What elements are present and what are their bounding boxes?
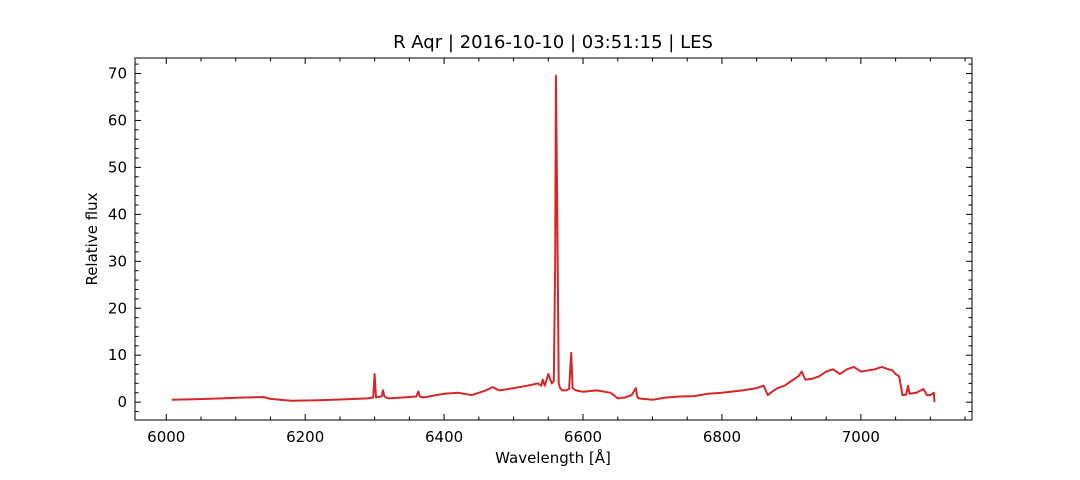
x-tick-label: 6400	[425, 428, 463, 446]
x-tick-label: 6200	[286, 428, 324, 446]
y-tick-label: 40	[108, 205, 127, 223]
series-layer	[171, 74, 936, 403]
x-tick-label: 6800	[703, 428, 741, 446]
y-tick-label: 0	[117, 393, 127, 411]
x-tick-label: 6600	[564, 428, 602, 446]
y-tick-label: 20	[108, 299, 127, 317]
x-tick-label: 6000	[147, 428, 185, 446]
y-axis-ticks: 0 10 20 30 40 50 60 70	[108, 63, 972, 413]
y-tick-label: 70	[108, 64, 127, 82]
y-axis-label: Relative flux	[83, 192, 101, 285]
chart-title: R Aqr | 2016-10-10 | 03:51:15 | LES	[393, 32, 713, 53]
x-axis-label: Wavelength [Å]	[495, 448, 611, 467]
y-tick-label: 60	[108, 111, 127, 129]
spectrum-line	[171, 74, 936, 403]
y-tick-label: 10	[108, 346, 127, 364]
y-tick-label: 30	[108, 252, 127, 270]
plot-frame	[134, 57, 973, 421]
x-axis-ticks: 6000 6200 6400 6600 6800 7000	[147, 58, 966, 446]
y-tick-label: 50	[108, 158, 127, 176]
x-tick-label: 7000	[842, 428, 880, 446]
